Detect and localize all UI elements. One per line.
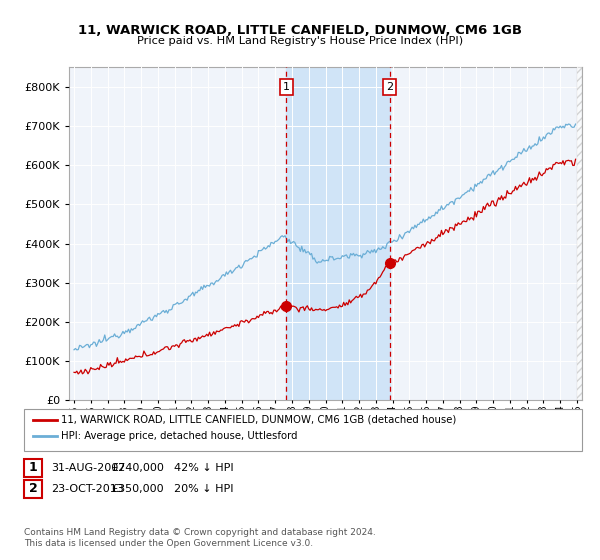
Text: 20% ↓ HPI: 20% ↓ HPI bbox=[174, 484, 233, 494]
Text: Price paid vs. HM Land Registry's House Price Index (HPI): Price paid vs. HM Land Registry's House … bbox=[137, 36, 463, 46]
Text: 2: 2 bbox=[29, 482, 37, 496]
Text: Contains HM Land Registry data © Crown copyright and database right 2024.
This d: Contains HM Land Registry data © Crown c… bbox=[24, 528, 376, 548]
Text: 11, WARWICK ROAD, LITTLE CANFIELD, DUNMOW, CM6 1GB (detached house): 11, WARWICK ROAD, LITTLE CANFIELD, DUNMO… bbox=[61, 415, 457, 425]
Text: 1: 1 bbox=[283, 82, 290, 92]
Text: 23-OCT-2013: 23-OCT-2013 bbox=[51, 484, 124, 494]
Text: 42% ↓ HPI: 42% ↓ HPI bbox=[174, 463, 233, 473]
Text: HPI: Average price, detached house, Uttlesford: HPI: Average price, detached house, Uttl… bbox=[61, 431, 298, 441]
Text: 31-AUG-2007: 31-AUG-2007 bbox=[51, 463, 125, 473]
Text: 11, WARWICK ROAD, LITTLE CANFIELD, DUNMOW, CM6 1GB: 11, WARWICK ROAD, LITTLE CANFIELD, DUNMO… bbox=[78, 24, 522, 36]
Bar bbox=[286, 67, 390, 400]
Text: 1: 1 bbox=[29, 461, 37, 474]
Text: £240,000: £240,000 bbox=[111, 463, 164, 473]
Text: 2: 2 bbox=[386, 82, 394, 92]
Text: £350,000: £350,000 bbox=[111, 484, 164, 494]
